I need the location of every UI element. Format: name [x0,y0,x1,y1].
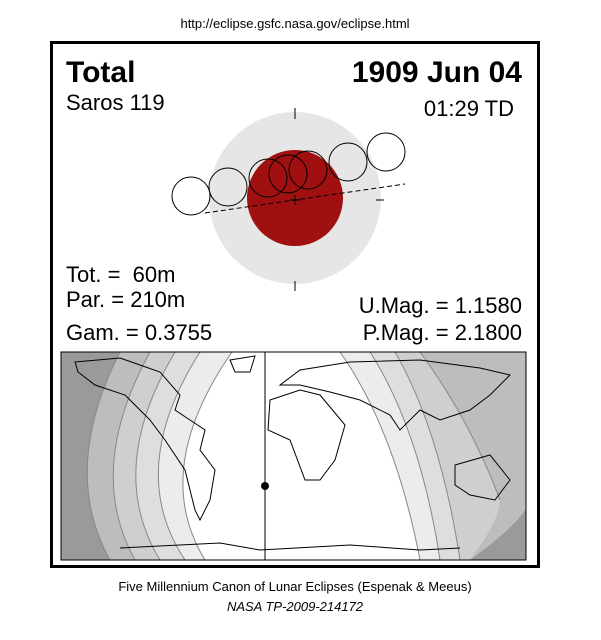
eclipse-type: Total [66,56,135,89]
partial: Par. = 210m [66,287,185,312]
time: 01:29 TD [424,96,514,121]
totality: Tot. = 60m [66,262,175,287]
world-map [60,351,527,561]
footer-reference: NASA TP-2009-214172 [227,599,364,614]
saros: Saros 119 [66,90,165,115]
penumbral-magnitude: P.Mag. = 2.1800 [363,320,522,345]
eclipse-diagram [171,108,406,291]
url: http://eclipse.gsfc.nasa.gov/eclipse.htm… [180,16,409,31]
eclipse-date: 1909 Jun 04 [352,56,522,89]
gamma: Gam. = 0.3755 [66,320,212,345]
footer-title: Five Millennium Canon of Lunar Eclipses … [118,579,471,594]
umbral-magnitude: U.Mag. = 1.1580 [359,293,522,318]
